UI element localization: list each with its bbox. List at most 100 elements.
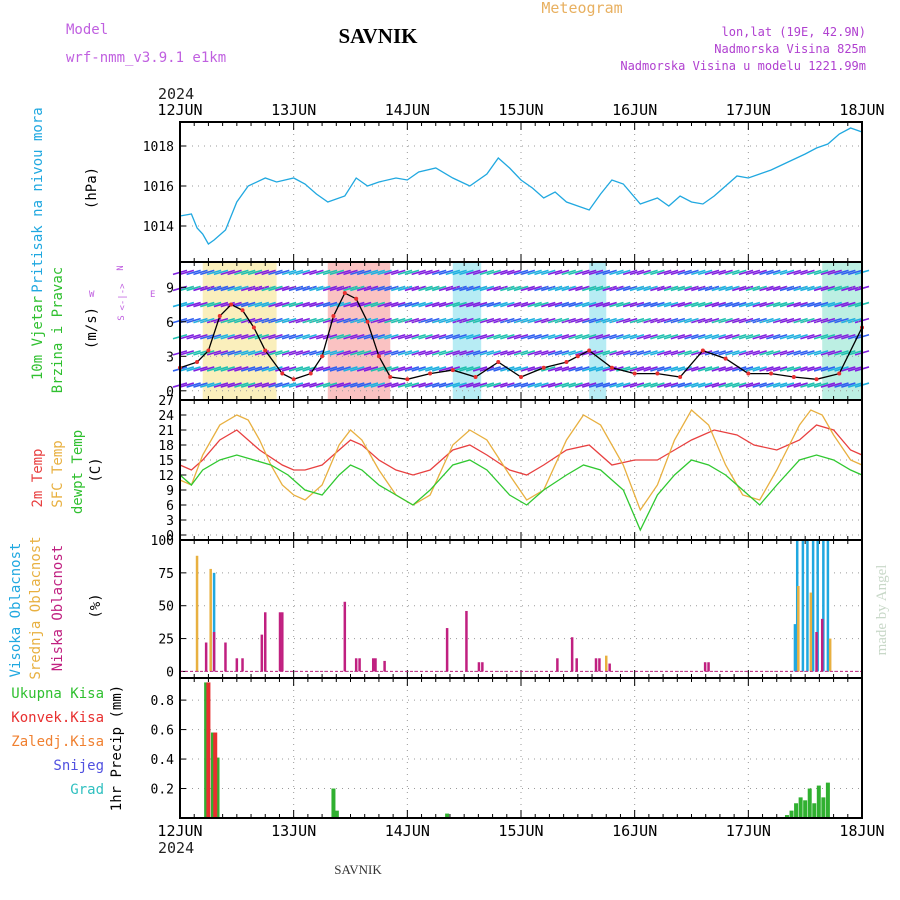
wind-barb <box>377 301 392 308</box>
precip-legend-item: Ukupna Kisa <box>11 686 104 702</box>
wind-barb <box>329 285 345 292</box>
wind-barb <box>234 350 249 356</box>
bar <box>334 810 339 818</box>
wind-barb <box>466 333 481 340</box>
wind-barb <box>834 317 849 324</box>
bar <box>570 637 574 672</box>
wind-barb <box>404 285 420 292</box>
wind-barb <box>329 350 345 356</box>
wind-barb <box>677 301 692 308</box>
wind-barb <box>547 350 563 356</box>
wind-barb <box>554 317 570 324</box>
wind-barb <box>847 333 863 340</box>
wind-barb <box>568 269 583 276</box>
day-label-top: 17JUN <box>726 101 771 119</box>
wind-barb <box>813 269 829 276</box>
wind-barb <box>718 382 733 388</box>
wind-barb <box>356 350 372 356</box>
wind-barb <box>732 350 747 356</box>
wind-barb <box>595 382 611 388</box>
wind-barb <box>404 350 420 356</box>
wind-barb <box>704 333 720 340</box>
day-label-bottom: 13JUN <box>271 822 316 840</box>
wind-point <box>575 354 580 359</box>
wind-barb <box>779 333 795 340</box>
wind-barb <box>697 317 713 324</box>
wind-barb <box>527 350 542 356</box>
wind-barb <box>350 317 365 324</box>
wind-barb <box>622 366 638 372</box>
wind-barb <box>581 301 597 308</box>
wind-barb <box>472 350 488 356</box>
wind-barb <box>295 285 310 292</box>
bar <box>374 658 377 672</box>
wind-barb <box>309 366 324 372</box>
wind-barb <box>179 269 195 276</box>
wind-barb <box>827 350 842 356</box>
wind-barb <box>356 317 372 324</box>
wind-barb <box>834 333 849 340</box>
wind-barb <box>322 285 338 292</box>
wind-barb <box>677 350 692 356</box>
wind-barb <box>309 269 324 276</box>
wind-barb <box>506 285 522 292</box>
wind-point <box>723 356 728 361</box>
wind-barb <box>534 269 549 276</box>
wind-barb <box>220 317 235 324</box>
wind-barb <box>772 382 788 388</box>
wind-barb <box>629 317 645 324</box>
wind-barb <box>397 350 413 356</box>
wind-barb <box>752 269 767 276</box>
wind-barb <box>752 285 767 292</box>
wind-barb <box>438 269 454 276</box>
wind-barb <box>609 317 624 324</box>
wind-barb <box>732 317 747 324</box>
wind-barb <box>513 333 529 340</box>
wind-barb <box>431 317 447 324</box>
wind-barb <box>847 382 863 388</box>
wind-barb <box>807 350 822 356</box>
wind-barb <box>397 382 413 388</box>
bar <box>816 785 821 818</box>
wind-barb <box>438 301 454 308</box>
y-tick-label: 75 <box>158 567 174 582</box>
wind-barb <box>500 333 515 340</box>
wind-barb <box>438 350 454 356</box>
bar <box>281 612 284 672</box>
wind-barb <box>206 366 222 372</box>
wind-barb <box>254 382 270 388</box>
wind-barb <box>561 269 576 276</box>
wind-barb <box>534 350 549 356</box>
wind-barb <box>704 317 720 324</box>
model-label: Model <box>66 22 108 38</box>
wind-barb <box>547 269 563 276</box>
bar <box>807 788 812 818</box>
wind-barb <box>834 301 849 308</box>
day-label-top: 12JUN <box>157 101 202 119</box>
wind-barb <box>302 333 317 340</box>
wind-barb <box>336 269 351 276</box>
wind-barb <box>179 333 195 340</box>
wind-barb <box>261 285 276 292</box>
wind-barb <box>643 350 658 356</box>
wind-barb <box>595 317 611 324</box>
wind-side-label-2: Brzina i Pravac <box>50 267 66 393</box>
wind-point <box>251 325 256 330</box>
wind-barb <box>513 269 529 276</box>
wind-barb <box>363 333 379 340</box>
wind-barb <box>691 333 706 340</box>
wind-barb <box>786 382 802 388</box>
wind-barb <box>275 269 290 276</box>
bar <box>383 660 386 672</box>
wind-barb <box>466 382 481 388</box>
wind-barb <box>643 269 658 276</box>
wind-barb <box>718 301 733 308</box>
wind-barb <box>684 333 699 340</box>
wind-barb <box>820 317 836 324</box>
temp-label-3: dewpt Temp <box>70 430 86 514</box>
day-label-top: 15JUN <box>498 101 543 119</box>
wind-barb <box>350 333 365 340</box>
wind-point <box>308 371 313 376</box>
wind-barb <box>568 382 583 388</box>
bar <box>209 568 212 672</box>
